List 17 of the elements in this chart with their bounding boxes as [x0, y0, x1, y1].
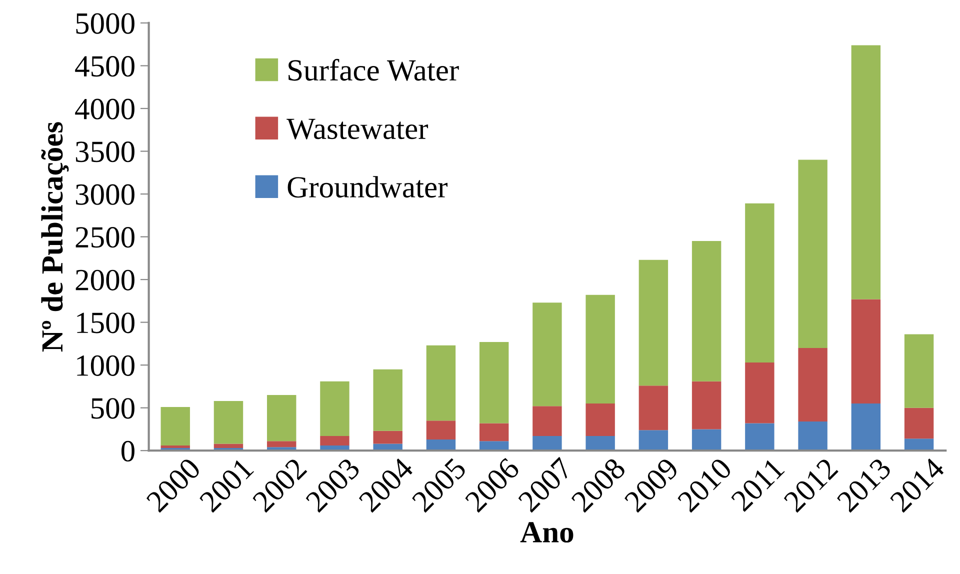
y-tick-label: 4000: [75, 98, 134, 120]
legend-label: Groundwater: [288, 176, 448, 198]
y-axis-title: Nº de Publicações: [41, 122, 69, 352]
y-tick-label: 3000: [76, 184, 134, 205]
x-axis-title: Ano: [520, 522, 574, 543]
legend-label: Wastewater: [286, 118, 428, 140]
y-tick-label: 3500: [76, 142, 134, 162]
y-tick-label: 5000: [76, 13, 134, 34]
y-tick-label: 0: [121, 440, 134, 462]
y-tick-label: 1500: [77, 312, 134, 334]
x-tick-label: 2011: [730, 457, 785, 512]
y-tick-label: 2500: [76, 227, 134, 248]
y-tick-label: 2000: [76, 270, 134, 290]
y-tick-label: 500: [92, 398, 134, 419]
y-tick-label: 4500: [75, 56, 134, 77]
y-tick-label: 1000: [77, 355, 134, 376]
legend-label: Surface Water: [288, 58, 459, 81]
